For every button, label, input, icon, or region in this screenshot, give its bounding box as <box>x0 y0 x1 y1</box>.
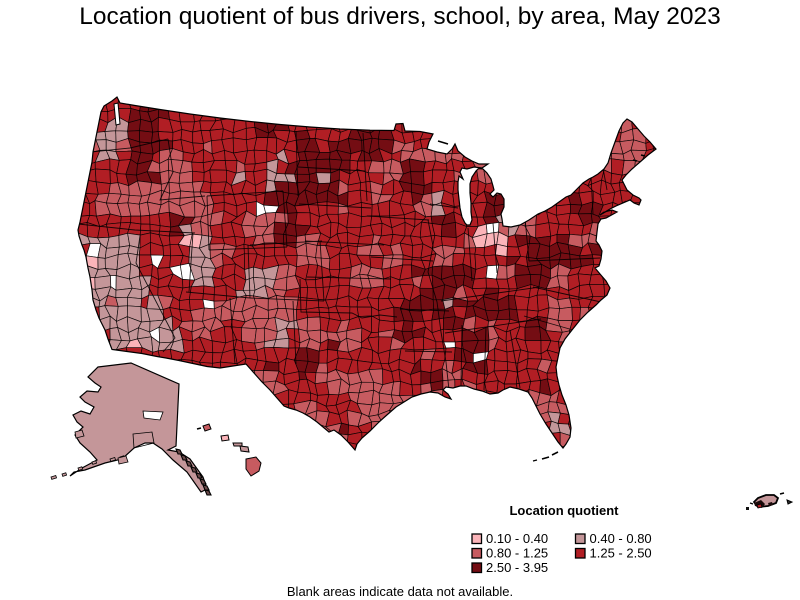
svg-text:Blank areas indicate data not: Blank areas indicate data not available. <box>287 584 513 599</box>
svg-text:1.25 - 2.50: 1.25 - 2.50 <box>590 546 652 561</box>
svg-text:2.50 - 3.95: 2.50 - 3.95 <box>486 560 548 575</box>
svg-text:0.80 - 1.25: 0.80 - 1.25 <box>486 546 548 561</box>
svg-text:Location quotient of bus drive: Location quotient of bus drivers, school… <box>79 3 720 30</box>
svg-text:0.10 - 0.40: 0.10 - 0.40 <box>486 531 548 546</box>
svg-text:0.40 - 0.80: 0.40 - 0.80 <box>590 531 652 546</box>
svg-text:Location quotient: Location quotient <box>509 503 619 518</box>
